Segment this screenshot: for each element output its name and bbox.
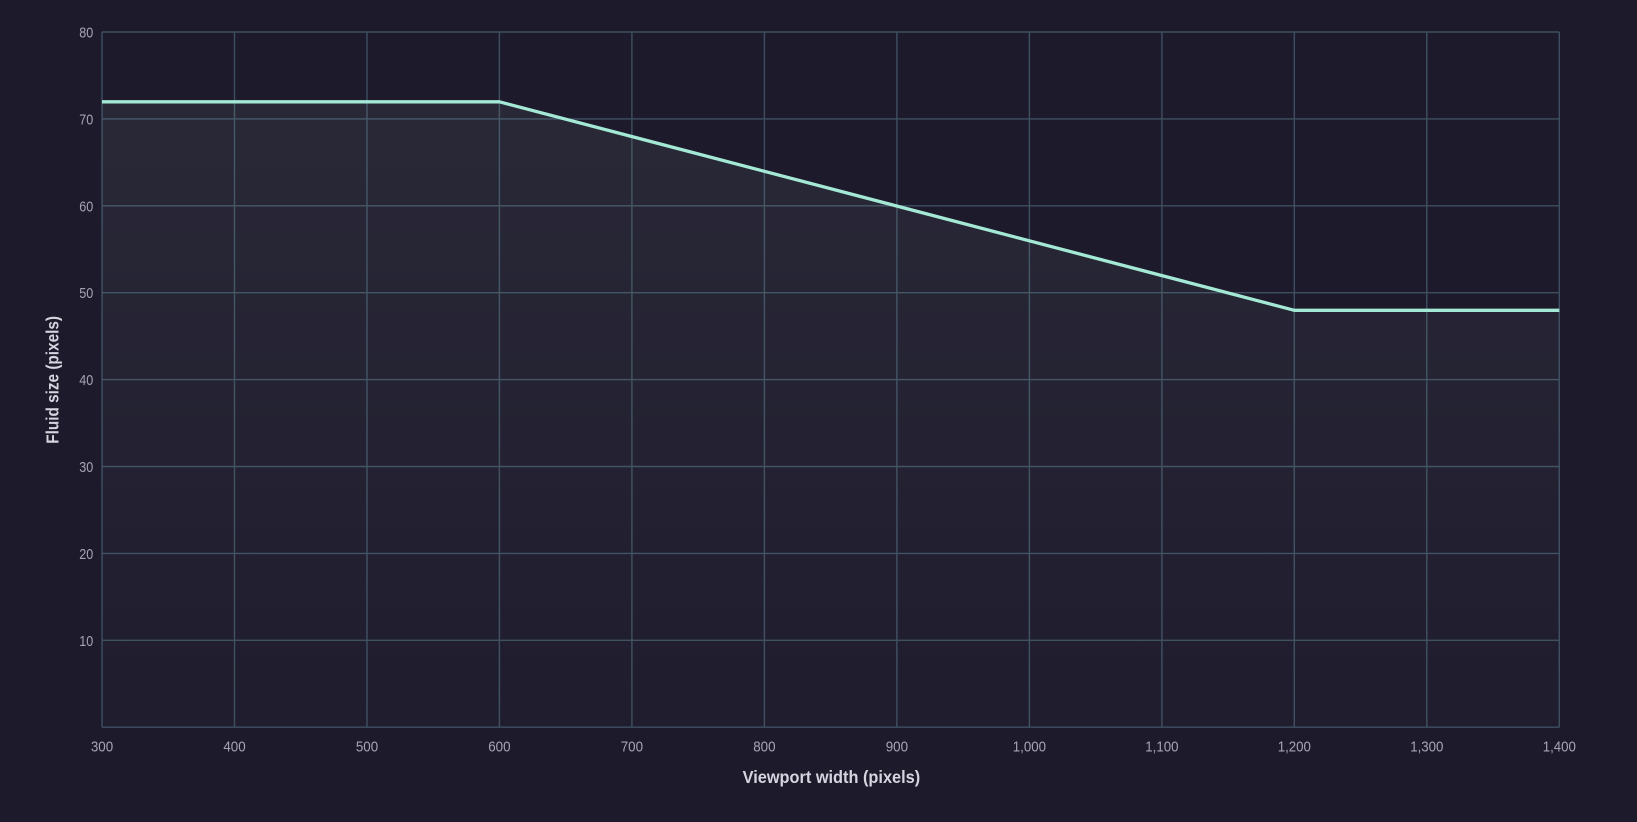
svg-text:Fluid size (pixels): Fluid size (pixels) (43, 316, 63, 444)
svg-text:1,000: 1,000 (1013, 738, 1046, 755)
svg-text:500: 500 (356, 738, 378, 755)
svg-text:10: 10 (79, 633, 93, 650)
svg-text:1,100: 1,100 (1145, 738, 1178, 755)
svg-text:300: 300 (91, 738, 113, 755)
svg-text:800: 800 (753, 738, 775, 755)
svg-text:30: 30 (79, 459, 93, 476)
svg-text:50: 50 (79, 285, 93, 302)
svg-text:1,400: 1,400 (1543, 738, 1576, 755)
svg-text:600: 600 (488, 738, 510, 755)
svg-text:70: 70 (79, 111, 93, 128)
svg-text:20: 20 (79, 546, 93, 563)
svg-text:60: 60 (79, 198, 93, 215)
svg-text:80: 80 (79, 25, 93, 42)
svg-text:Viewport width (pixels): Viewport width (pixels) (743, 767, 921, 787)
svg-text:1,300: 1,300 (1410, 738, 1443, 755)
svg-text:700: 700 (621, 738, 643, 755)
svg-text:1,200: 1,200 (1278, 738, 1311, 755)
svg-text:900: 900 (886, 738, 908, 755)
svg-text:40: 40 (79, 372, 93, 389)
svg-text:400: 400 (223, 738, 245, 755)
